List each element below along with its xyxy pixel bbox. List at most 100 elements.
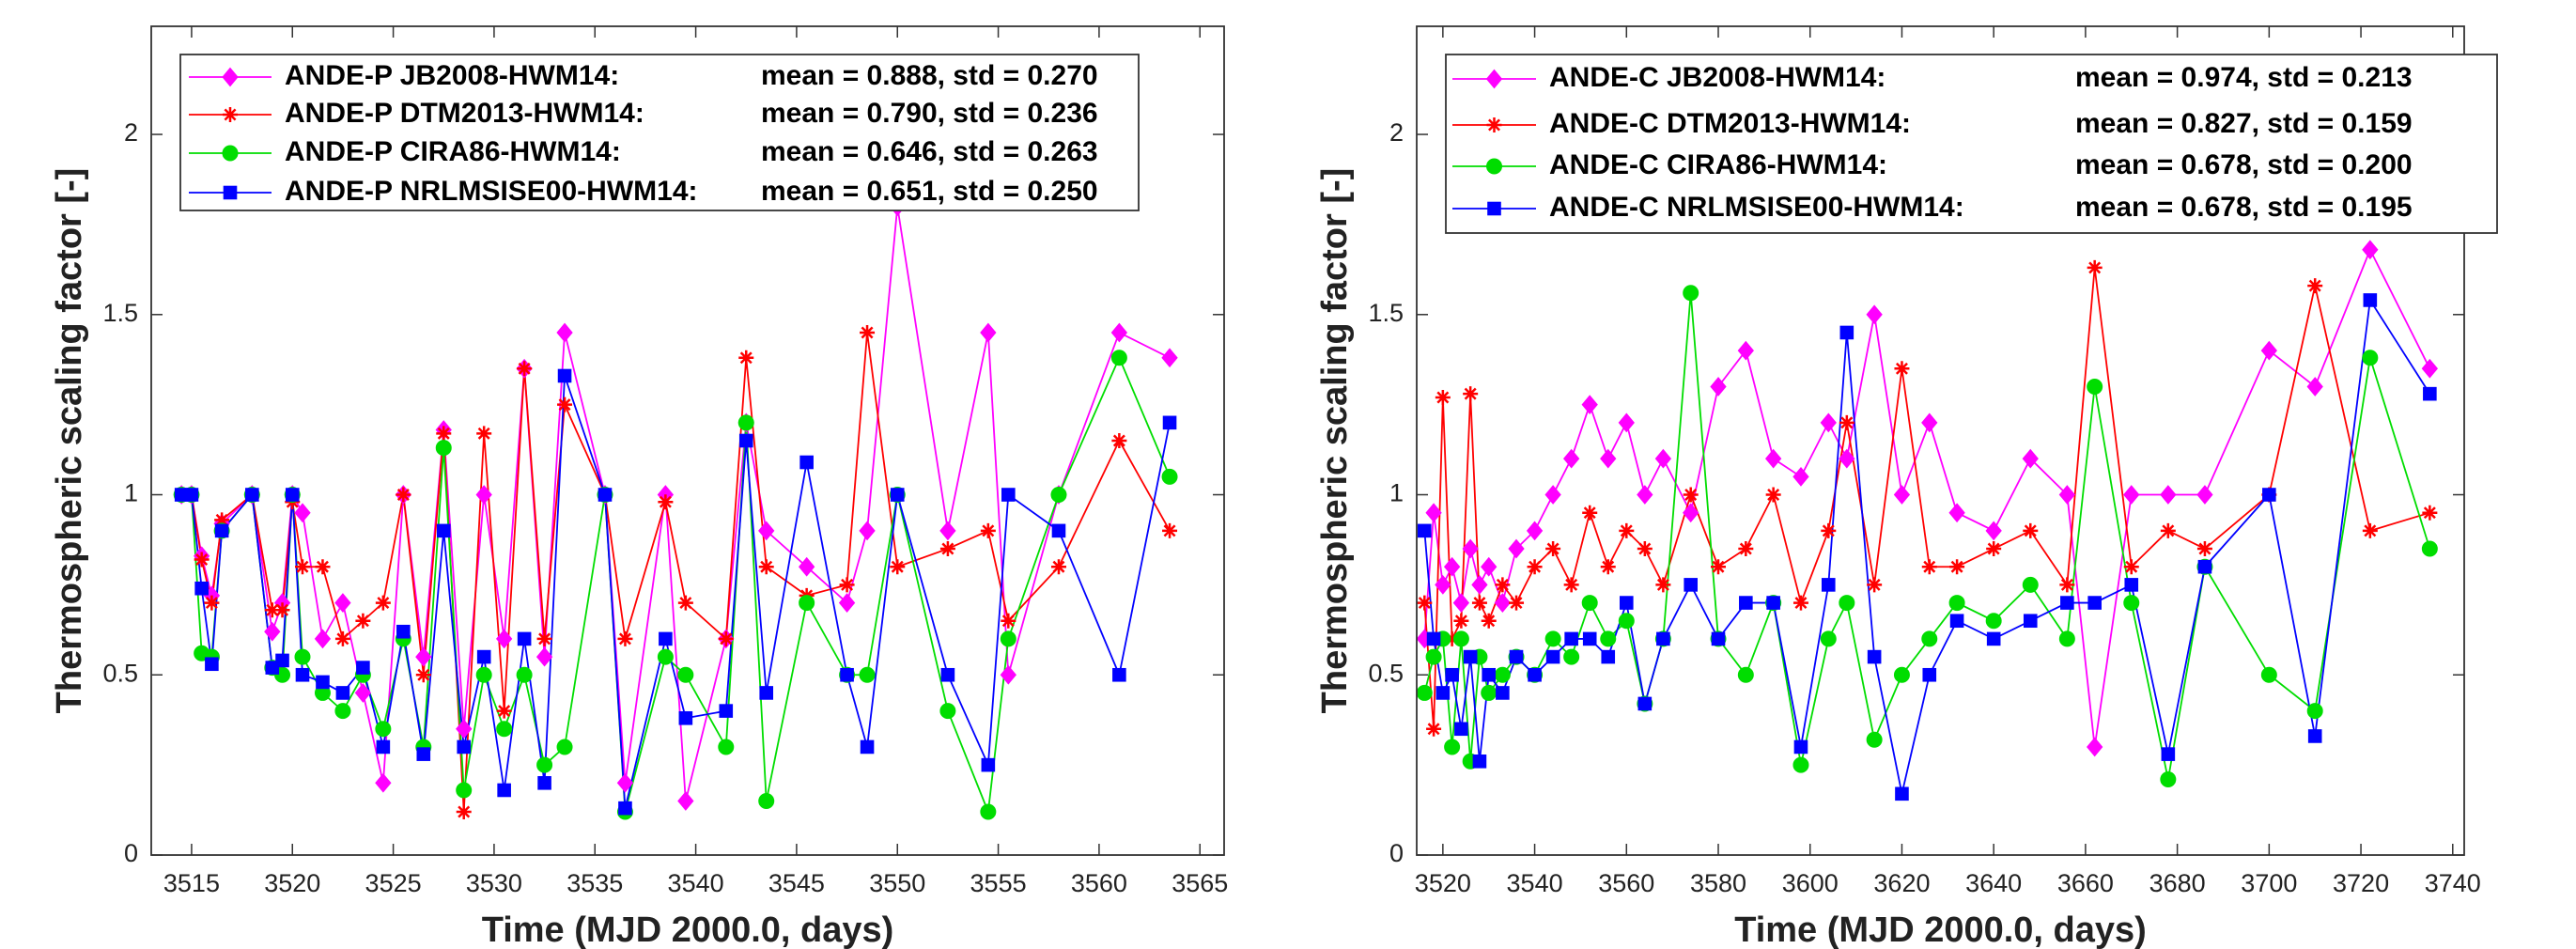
marker-square: [2197, 559, 2212, 574]
legend-stats: mean = 0.651, std = 0.250: [761, 176, 1098, 207]
x-tick-label: 3560: [1071, 869, 1127, 897]
marker-circle: [1481, 684, 1497, 701]
marker-diamond: [1526, 521, 1544, 541]
series-line: [1423, 267, 2430, 729]
marker-circle: [980, 803, 997, 820]
marker-asterisk: [890, 559, 906, 575]
marker-circle: [2260, 666, 2277, 683]
marker-diamond: [1563, 448, 1580, 469]
x-tick-label: 3680: [2149, 869, 2206, 897]
marker-asterisk: [1582, 505, 1598, 521]
marker-asterisk: [476, 426, 492, 442]
marker-circle: [1893, 666, 1910, 683]
marker-circle: [516, 666, 533, 683]
legend-label: ANDE-C JB2008-HWM14:: [1549, 62, 1885, 93]
marker-asterisk: [1894, 361, 1910, 377]
marker-circle: [2123, 595, 2140, 612]
marker-circle: [1110, 350, 1127, 366]
marker-square: [1001, 488, 1016, 502]
marker-asterisk: [1986, 541, 2002, 557]
marker-square: [2161, 747, 2176, 761]
legend-label: ANDE-P JB2008-HWM14:: [285, 60, 619, 91]
plot: 0 0.5 1 1.5 2 3515 3520 3525 3530 3535 3540 3545 355…: [50, 25, 1228, 949]
y-tick-label: 0.5: [1368, 659, 1404, 687]
y-tick-label: 2: [1389, 118, 1404, 147]
marker-asterisk: [214, 512, 230, 528]
marker-square: [457, 739, 472, 755]
marker-circle: [1444, 739, 1461, 755]
marker-square: [1922, 667, 1937, 682]
marker-square: [2087, 596, 2102, 610]
marker-square: [2363, 293, 2378, 307]
marker-asterisk: [2362, 522, 2378, 538]
marker-circle: [737, 414, 754, 431]
marker-asterisk: [2196, 541, 2212, 557]
marker-square: [205, 657, 219, 672]
marker-diamond: [2087, 737, 2103, 757]
y-tick-label: 2: [124, 118, 138, 147]
marker-diamond: [1839, 448, 1855, 469]
marker-square: [295, 667, 310, 682]
marker-square: [1482, 667, 1497, 682]
marker-diamond: [1110, 322, 1128, 343]
y-tick-label: 1: [124, 479, 138, 507]
marker-circle: [294, 648, 311, 665]
marker-square: [738, 433, 753, 448]
marker-circle: [1161, 468, 1178, 485]
marker-diamond: [314, 629, 332, 649]
marker-diamond: [859, 521, 876, 541]
marker-asterisk: [1655, 577, 1671, 593]
marker-square: [1162, 415, 1177, 430]
marker-circle: [2362, 350, 2379, 366]
legend-box: [179, 54, 1140, 211]
x-tick-label: 3555: [970, 869, 1027, 897]
legend-stats: mean = 0.678, std = 0.200: [2075, 149, 2413, 180]
legend-stats: mean = 0.646, std = 0.263: [761, 136, 1098, 167]
x-axis-label: Time (MJD 2000.0, days): [1734, 910, 2147, 949]
marker-asterisk: [204, 595, 220, 611]
marker-square: [184, 488, 199, 502]
marker-diamond: [375, 772, 392, 793]
marker-diamond: [758, 521, 775, 541]
marker-square: [1472, 754, 1487, 769]
marker-diamond: [2022, 448, 2039, 469]
marker-square: [1545, 649, 1560, 664]
marker-asterisk: [1683, 487, 1699, 503]
marker-asterisk: [1619, 522, 1635, 538]
marker-circle: [1618, 613, 1635, 630]
marker-asterisk: [2160, 522, 2176, 538]
y-axis-label: Thermospheric scaling factor [-]: [1315, 168, 1355, 714]
x-tick-label: 3540: [1507, 869, 1563, 897]
marker-diamond: [334, 593, 351, 613]
marker-diamond: [939, 521, 956, 541]
marker-circle: [1792, 756, 1809, 773]
marker-diamond: [798, 556, 815, 577]
marker-circle: [435, 440, 452, 457]
marker-square: [1656, 631, 1670, 646]
marker-asterisk: [2059, 577, 2075, 593]
marker-square: [316, 675, 330, 690]
marker-diamond: [1471, 575, 1488, 595]
marker-asterisk: [1600, 559, 1616, 575]
marker-square: [376, 739, 391, 755]
marker-diamond: [1485, 69, 1503, 89]
marker-square: [1528, 667, 1542, 682]
x-tick-label: 3515: [163, 869, 220, 897]
marker-circle: [2058, 630, 2075, 647]
marker-diamond: [1425, 503, 1442, 523]
marker-square: [2307, 729, 2322, 743]
marker-square: [1839, 325, 1854, 340]
marker-circle: [475, 666, 492, 683]
marker-diamond: [1443, 556, 1461, 577]
marker-asterisk: [1792, 595, 1808, 611]
marker-diamond: [2421, 358, 2439, 379]
x-tick-label: 3660: [2057, 869, 2114, 897]
marker-circle: [536, 756, 553, 773]
marker-square: [759, 686, 774, 700]
marker-square: [890, 488, 905, 502]
series-line: [1423, 297, 2431, 795]
marker-diamond: [294, 503, 311, 523]
marker-diamond: [980, 322, 997, 343]
marker-asterisk: [758, 559, 774, 575]
marker-diamond: [1618, 412, 1635, 433]
